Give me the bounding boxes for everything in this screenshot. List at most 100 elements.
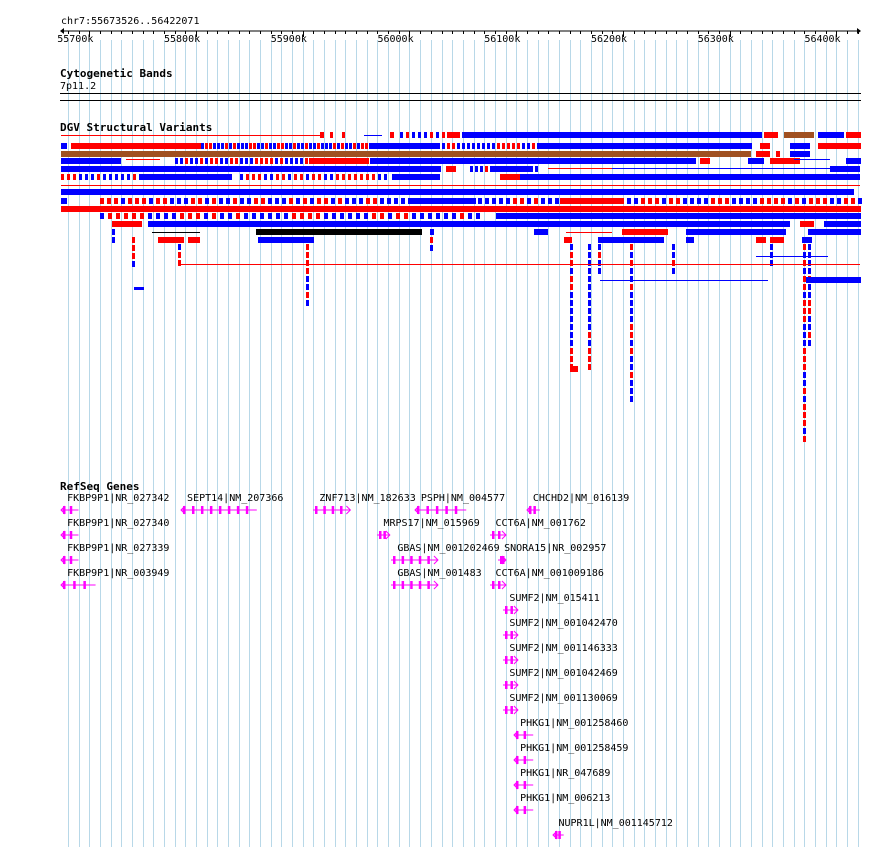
variant-glyph — [330, 174, 333, 180]
variant-glyph — [630, 276, 633, 282]
gene-label[interactable]: PHKG1|NM_001258459 — [520, 743, 629, 754]
variant-glyph — [770, 260, 773, 266]
gene-label[interactable]: FKBP9P1|NR_003949 — [67, 568, 170, 579]
gene-label[interactable]: FKBP9P1|NR_027339 — [67, 543, 170, 554]
gene-glyph[interactable] — [501, 680, 524, 690]
variant-glyph — [352, 198, 356, 204]
variant-glyph — [669, 198, 673, 204]
gene-glyph[interactable] — [496, 555, 508, 565]
variant-glyph — [185, 158, 188, 164]
variant-glyph — [800, 221, 814, 227]
gene-label[interactable]: CCT6A|NM_001762 — [495, 518, 586, 529]
gene-label[interactable]: CCT6A|NM_001009186 — [495, 568, 604, 579]
gene-glyph[interactable] — [512, 805, 539, 815]
gene-label[interactable]: SUMF2|NM_001042470 — [509, 618, 618, 629]
variant-glyph — [697, 198, 701, 204]
variant-glyph — [803, 380, 806, 386]
gene-label[interactable]: SNORA15|NR_002957 — [504, 543, 607, 554]
variant-glyph — [662, 198, 666, 204]
gene-label[interactable]: FKBP9P1|NR_027342 — [67, 493, 170, 504]
variant-glyph — [447, 132, 460, 138]
gene-glyph[interactable] — [512, 780, 539, 790]
gene-label[interactable]: PHKG1|NM_001258460 — [520, 718, 629, 729]
variant-glyph — [142, 198, 146, 204]
gene-label[interactable]: MRPS17|NM_015969 — [383, 518, 480, 529]
gene-label[interactable]: PSPH|NM_004577 — [420, 493, 506, 504]
variant-glyph — [79, 174, 82, 180]
gene-glyph[interactable] — [512, 730, 539, 740]
gene-label[interactable]: CHCHD2|NM_016139 — [532, 493, 630, 504]
variant-glyph — [535, 166, 538, 172]
gene-glyph[interactable] — [311, 505, 356, 515]
gene-label[interactable]: SUMF2|NM_001130069 — [509, 693, 618, 704]
variant-glyph — [132, 253, 135, 259]
variant-glyph — [121, 174, 124, 180]
variant-glyph — [452, 143, 455, 149]
variant-glyph — [205, 158, 208, 164]
variant-glyph — [570, 340, 573, 346]
variant-glyph — [808, 340, 811, 346]
gene-label[interactable]: PHKG1|NR_047689 — [520, 768, 611, 779]
gene-glyph[interactable] — [488, 580, 512, 590]
gene-label[interactable]: PHKG1|NM_006213 — [520, 793, 611, 804]
variant-glyph — [803, 308, 806, 314]
gene-glyph[interactable] — [179, 505, 263, 515]
variant-glyph — [219, 198, 223, 204]
variant-glyph — [770, 252, 773, 258]
variant-glyph — [477, 143, 480, 149]
variant-glyph — [240, 198, 244, 204]
gene-label[interactable]: SUMF2|NM_015411 — [509, 593, 600, 604]
gene-glyph[interactable] — [59, 580, 102, 590]
gene-glyph[interactable] — [551, 830, 570, 840]
gene-glyph[interactable] — [389, 555, 444, 565]
gene-label[interactable]: SUMF2|NM_001042469 — [509, 668, 618, 679]
gene-glyph[interactable] — [501, 630, 524, 640]
gene-glyph[interactable] — [389, 580, 444, 590]
variant-glyph — [188, 213, 192, 219]
gene-glyph[interactable] — [59, 505, 85, 515]
variant-glyph — [270, 158, 273, 164]
variant-glyph — [340, 213, 344, 219]
variant-glyph — [116, 213, 120, 219]
gene-label[interactable]: ZNF713|NM_182633 — [319, 493, 416, 504]
gene-glyph[interactable] — [525, 505, 546, 515]
variant-glyph — [293, 143, 296, 149]
gene-label[interactable]: SEPT14|NM_207366 — [187, 493, 284, 504]
variant-glyph — [255, 158, 258, 164]
ruler-axis[interactable] — [0, 26, 890, 38]
variant-glyph — [284, 213, 288, 219]
gene-glyph[interactable] — [501, 605, 524, 615]
cytoband-bar[interactable] — [60, 93, 861, 94]
variant-glyph — [309, 143, 312, 149]
variant-glyph — [424, 132, 427, 138]
gene-glyph[interactable] — [413, 505, 472, 515]
gene-label[interactable]: NUPR1L|NM_001145712 — [558, 818, 673, 829]
variant-glyph — [190, 158, 193, 164]
variant-glyph — [756, 237, 766, 243]
variant-glyph — [718, 198, 722, 204]
gene-glyph[interactable] — [488, 530, 512, 540]
gene-glyph[interactable] — [375, 530, 396, 540]
variant-glyph — [478, 198, 482, 204]
gene-glyph[interactable] — [501, 655, 524, 665]
gene-label[interactable]: GBAS|NM_001483 — [397, 568, 482, 579]
location-label: chr7:55673526..56422071 — [61, 16, 200, 27]
variant-glyph — [370, 158, 696, 164]
variant-glyph — [366, 174, 369, 180]
gene-label[interactable]: FKBP9P1|NR_027340 — [67, 518, 170, 529]
gene-label[interactable]: SUMF2|NM_001146333 — [509, 643, 618, 654]
gene-label[interactable]: GBAS|NM_001202469 — [397, 543, 500, 554]
ruler-tick-label: 56200k — [590, 34, 628, 45]
variant-glyph — [205, 143, 208, 149]
dgv-variants-track[interactable] — [0, 0, 890, 460]
variant-glyph — [541, 198, 545, 204]
variant-glyph — [281, 143, 284, 149]
gene-glyph[interactable] — [59, 555, 85, 565]
gene-glyph[interactable] — [501, 705, 524, 715]
gene-glyph[interactable] — [59, 530, 85, 540]
gene-glyph[interactable] — [512, 755, 539, 765]
variant-glyph — [288, 174, 291, 180]
variant-glyph — [132, 213, 136, 219]
variant-glyph — [244, 213, 248, 219]
